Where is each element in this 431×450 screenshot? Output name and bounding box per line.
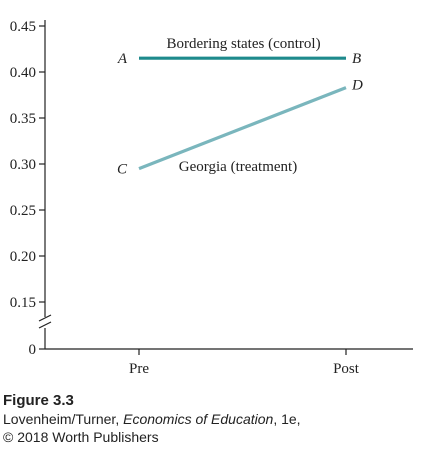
point-label: C xyxy=(117,162,128,178)
caption-book-title: Economics of Education xyxy=(123,411,274,427)
point-label: D xyxy=(351,78,363,94)
series-name: Bordering states (control) xyxy=(166,36,320,52)
caption-edition: , 1e, xyxy=(273,411,301,427)
y-tick-label: 0.45 xyxy=(10,19,36,35)
axis-break-mark xyxy=(38,321,52,329)
series-line xyxy=(138,86,347,171)
chart: 0 0.15 0.20 0.25 0.30 0.35 0.40 0.45 Pre Post A B Bo… xyxy=(10,19,413,377)
point-label: B xyxy=(352,51,361,67)
series-name: Georgia (treatment) xyxy=(179,159,297,175)
y-tick-label: 0.15 xyxy=(10,295,36,311)
x-tick-label: Pre xyxy=(129,361,149,377)
point-label: A xyxy=(117,51,128,67)
y-tick-label: 0 xyxy=(29,342,37,358)
x-tick-label: Post xyxy=(333,361,360,377)
y-tick-label: 0.40 xyxy=(10,65,36,81)
y-tick-label: 0.35 xyxy=(10,111,36,127)
figure-number: Figure 3.3 xyxy=(3,392,74,409)
caption-authors: Lovenheim/Turner, xyxy=(3,411,124,427)
axis-break-mark xyxy=(38,314,52,322)
y-tick-label: 0.25 xyxy=(10,203,36,219)
caption-source: Lovenheim/Turner, Economics of Education… xyxy=(3,411,301,427)
y-tick-label: 0.20 xyxy=(10,249,36,265)
y-tick-label: 0.30 xyxy=(10,157,36,173)
caption-copyright: © 2018 Worth Publishers xyxy=(3,429,159,445)
